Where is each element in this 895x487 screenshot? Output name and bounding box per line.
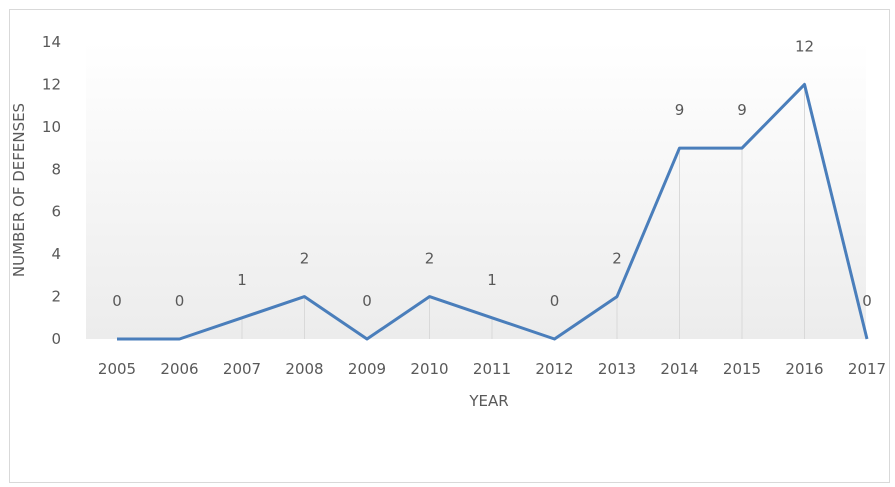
x-tick-label: 2010 (410, 360, 448, 378)
x-tick-label: 2015 (723, 360, 761, 378)
x-tick-label: 2011 (473, 360, 511, 378)
y-axis-title: NUMBER OF DEFENSES (10, 103, 28, 277)
data-label: 12 (795, 37, 814, 55)
data-label: 0 (175, 292, 185, 310)
data-label: 2 (612, 250, 622, 268)
data-label: 0 (550, 292, 560, 310)
gridlines (241, 84, 805, 339)
x-axis-title: YEAR (468, 392, 508, 410)
x-tick-label: 2013 (598, 360, 636, 378)
data-label: 9 (737, 101, 747, 119)
y-tick-label: 10 (42, 118, 61, 136)
data-label: 1 (487, 271, 497, 289)
x-axis-tick-labels: 2005 2006 2007 2008 2009 2010 2011 2012 2013 2014… (98, 360, 886, 378)
y-tick-label: 2 (51, 288, 61, 306)
y-tick-label: 8 (51, 160, 61, 178)
series-line (117, 82, 869, 341)
data-label: 2 (300, 250, 310, 268)
y-tick-label: 0 (51, 330, 61, 348)
data-label: 2 (425, 250, 435, 268)
data-label: 0 (112, 292, 122, 310)
y-axis-tick-labels: 0 2 4 6 8 10 12 14 (42, 33, 61, 348)
x-tick-label: 2012 (535, 360, 573, 378)
x-tick-label: 2006 (160, 360, 198, 378)
y-tick-label: 6 (51, 203, 61, 221)
x-tick-label: 2007 (223, 360, 261, 378)
x-tick-label: 2009 (348, 360, 386, 378)
y-tick-label: 14 (42, 33, 61, 51)
y-tick-label: 4 (51, 245, 61, 263)
data-label: 9 (675, 101, 685, 119)
y-tick-label: 12 (42, 75, 61, 93)
x-tick-label: 2016 (785, 360, 823, 378)
x-tick-label: 2014 (660, 360, 698, 378)
x-tick-label: 2005 (98, 360, 136, 378)
data-label: 0 (862, 292, 872, 310)
data-label: 1 (237, 271, 247, 289)
x-tick-label: 2008 (285, 360, 323, 378)
plot-area-background (86, 42, 866, 339)
data-label: 0 (362, 292, 372, 310)
x-tick-label: 2017 (848, 360, 886, 378)
